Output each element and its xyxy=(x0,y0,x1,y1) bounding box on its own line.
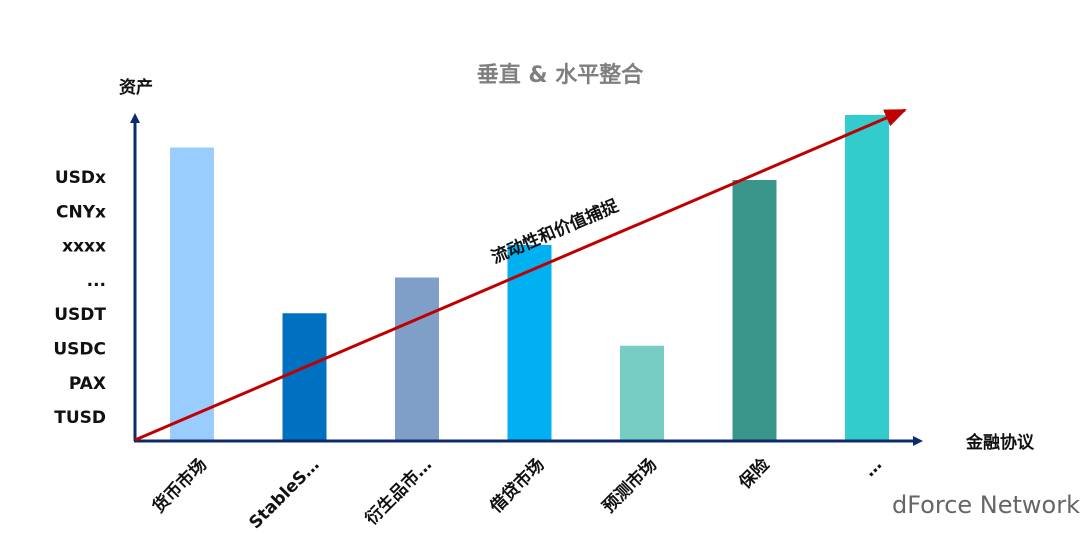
asset-label: CNYx xyxy=(56,202,106,222)
x-tick-label: … xyxy=(860,455,886,481)
asset-label: USDC xyxy=(53,340,106,360)
bar xyxy=(732,180,777,440)
bar xyxy=(620,345,664,440)
asset-label: TUSD xyxy=(54,408,106,428)
watermark: dForce Network xyxy=(892,491,1080,519)
x-tick-label: 货币市场 xyxy=(148,454,211,517)
asset-label: USDx xyxy=(55,168,106,188)
x-tick-label: StableS… xyxy=(245,455,323,533)
x-tick-label: 预测市场 xyxy=(598,454,661,517)
asset-label: xxxx xyxy=(62,237,106,257)
asset-label: USDT xyxy=(54,305,106,325)
bar xyxy=(395,277,439,440)
asset-label: PAX xyxy=(69,374,106,394)
y-axis-label: 资产 xyxy=(119,77,153,98)
x-axis-label: 金融协议 xyxy=(965,432,1035,453)
chart-title: 垂直 & 水平整合 xyxy=(477,62,645,88)
x-tick-label: 保险 xyxy=(734,454,774,494)
trend-arrow xyxy=(134,108,907,442)
arrow-label: 流动性和价值捕捉 xyxy=(488,195,622,268)
x-tick-label: 衍生品市… xyxy=(361,454,436,529)
bar xyxy=(845,115,889,440)
bar xyxy=(170,147,214,440)
asset-label: ... xyxy=(87,271,106,291)
bar xyxy=(507,245,552,440)
x-tick-label: 借贷市场 xyxy=(485,454,549,518)
bar xyxy=(282,313,327,440)
